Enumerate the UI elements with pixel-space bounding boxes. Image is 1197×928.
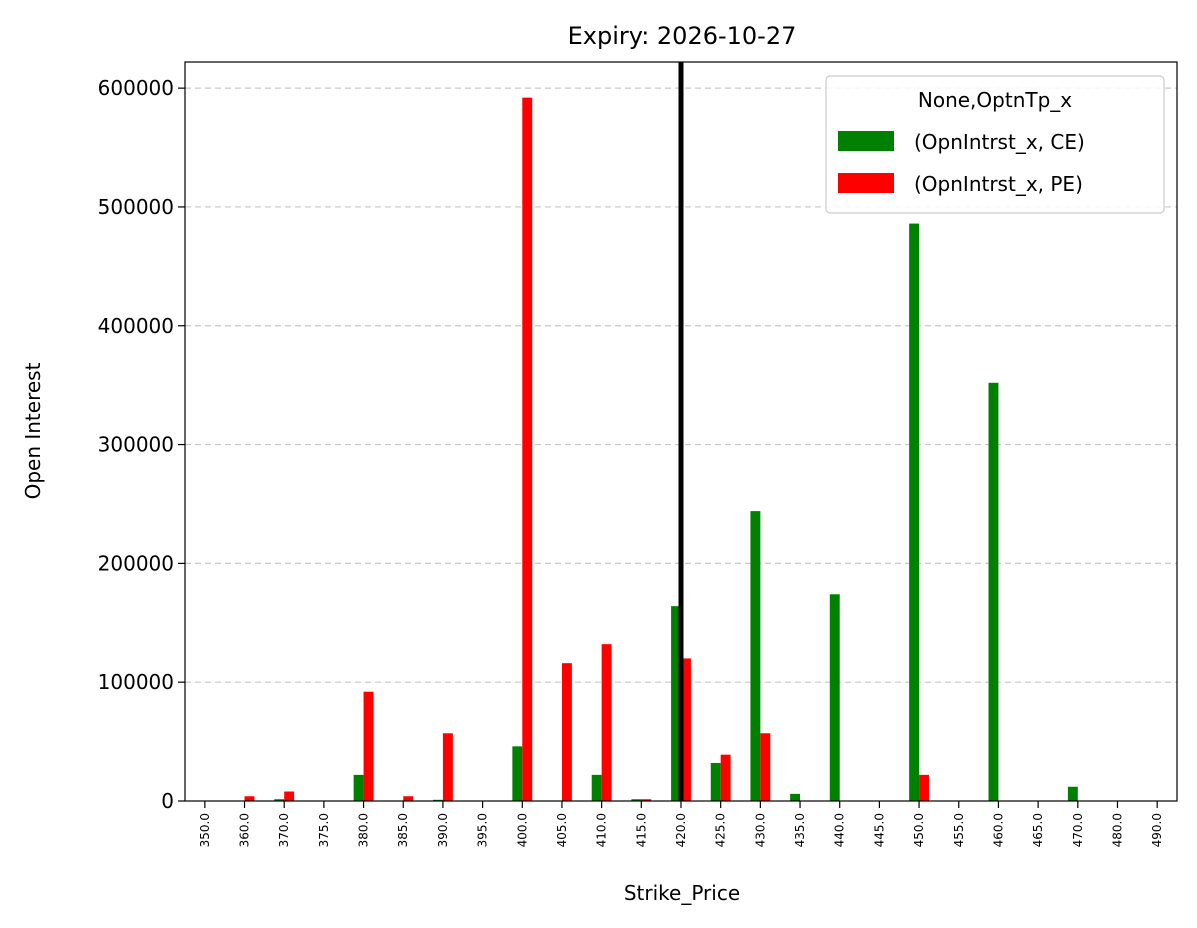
bar-pe <box>442 733 453 801</box>
x-tick-label: 440.0 <box>833 813 847 847</box>
legend-box <box>825 75 1165 214</box>
x-tick-label: 480.0 <box>1110 813 1124 847</box>
legend-swatch <box>838 131 894 151</box>
x-tick-label: 470.0 <box>1071 813 1085 847</box>
x-tick-label: 410.0 <box>595 813 609 847</box>
y-axis: 0 100000 200000 300000 400000 500000 600000 <box>98 76 185 813</box>
bar-ce <box>1067 786 1078 801</box>
bar-ce <box>790 793 801 801</box>
bar-pe <box>919 774 929 801</box>
bar-pe <box>720 754 731 801</box>
legend-title: None,OptnTp_x <box>918 88 1072 112</box>
x-tick-label: 405.0 <box>555 813 569 847</box>
y-tick-label: 400000 <box>98 314 174 338</box>
bar-ce <box>909 223 920 801</box>
bar-pe <box>760 733 771 801</box>
y-tick-label: 600000 <box>98 76 174 100</box>
bar-ce <box>710 762 721 801</box>
bar-pe <box>363 691 374 801</box>
x-tick-label: 450.0 <box>912 813 926 847</box>
x-tick-label: 375.0 <box>317 813 331 847</box>
legend-label: (OpnIntrst_x, CE) <box>914 130 1085 154</box>
x-tick-label: 430.0 <box>753 813 767 847</box>
y-tick-label: 500000 <box>98 195 174 219</box>
x-tick-label: 385.0 <box>396 813 410 847</box>
bar-ce <box>829 594 840 801</box>
bar-pe <box>403 796 414 801</box>
bar-pe <box>601 644 612 801</box>
bar-ce <box>353 774 364 801</box>
x-tick-label: 415.0 <box>634 813 648 847</box>
x-tick-label: 400.0 <box>515 813 529 847</box>
x-tick-label: 460.0 <box>991 813 1005 847</box>
bar-ce <box>671 606 681 801</box>
bar-pe <box>522 97 533 802</box>
x-tick-label: 395.0 <box>476 813 490 847</box>
y-tick-label: 100000 <box>98 670 174 694</box>
x-tick-label: 360.0 <box>238 813 252 847</box>
y-tick-label: 0 <box>161 789 174 813</box>
bar-pe <box>284 791 295 801</box>
x-tick-label: 390.0 <box>436 813 450 847</box>
y-tick-label: 300000 <box>98 433 174 457</box>
bar-ce <box>750 511 761 801</box>
x-tick-label: 420.0 <box>674 813 688 847</box>
bars <box>244 97 1078 802</box>
x-tick-label: 465.0 <box>1031 813 1045 847</box>
bar-pe <box>244 796 255 801</box>
bar-pe <box>561 663 572 801</box>
x-axis-label: Strike_Price <box>624 881 740 905</box>
bar-ce <box>631 799 642 801</box>
legend-swatch <box>838 173 894 193</box>
chart-title: Expiry: 2026-10-27 <box>568 22 797 50</box>
bar-ce <box>988 382 999 801</box>
y-tick-label: 200000 <box>98 551 174 575</box>
bar-ce <box>512 746 523 801</box>
x-tick-label: 435.0 <box>793 813 807 847</box>
x-tick-label: 425.0 <box>714 813 728 847</box>
legend: None,OptnTp_x (OpnIntrst_x, CE) (OpnIntrst… <box>825 75 1165 214</box>
x-tick-label: 445.0 <box>872 813 886 847</box>
bar-pe <box>641 799 652 801</box>
y-axis-label: Open Interest <box>21 362 45 499</box>
bar-ce <box>591 774 602 801</box>
legend-label: (OpnIntrst_x, PE) <box>914 172 1083 196</box>
x-tick-label: 370.0 <box>277 813 291 847</box>
x-tick-label: 380.0 <box>357 813 371 847</box>
x-axis: 350.0 360.0 370.0 375.0 380.0 385.0 390.0 395.0… <box>198 801 1164 847</box>
x-tick-label: 490.0 <box>1150 813 1164 847</box>
bar-ce <box>274 799 285 801</box>
x-tick-label: 350.0 <box>198 813 212 847</box>
x-tick-label: 455.0 <box>952 813 966 847</box>
bar-pe <box>681 658 691 801</box>
